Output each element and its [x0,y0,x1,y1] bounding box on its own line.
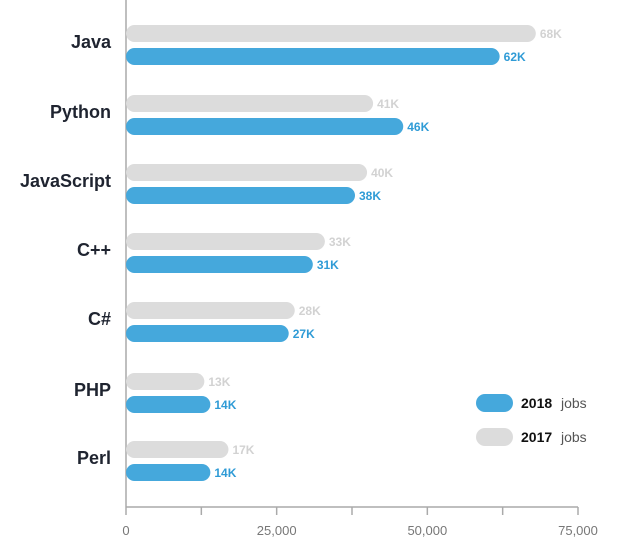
x-tick-label: 50,000 [407,523,447,538]
legend-year: 2018 [521,395,552,411]
value-label-2018: 27K [293,327,315,341]
bar-2018 [126,256,313,273]
bar-2017 [126,233,325,250]
value-label-2018: 14K [214,398,236,412]
bar-2017 [126,373,205,390]
x-tick-label: 25,000 [257,523,297,538]
bar-2018 [126,48,500,65]
legend-swatch-2017 [476,428,513,446]
value-label-2017: 28K [299,304,321,318]
value-label-2017: 17K [232,443,254,457]
bar-2017 [126,25,536,42]
bar-2018 [126,396,211,413]
value-label-2018: 46K [407,120,429,134]
category-label: Python [50,102,111,122]
bar-2018 [126,464,211,481]
category-label: PHP [74,380,111,400]
bar-2017 [126,164,368,181]
legend-swatch-2018 [476,394,513,412]
value-label-2018: 14K [214,466,236,480]
category-label: JavaScript [20,171,111,191]
bar-2018 [126,325,289,342]
category-label: Java [71,32,112,52]
category-label: Perl [77,448,111,468]
value-label-2017: 68K [540,27,562,41]
legend-suffix: jobs [560,395,587,411]
value-label-2017: 41K [377,97,399,111]
value-label-2018: 31K [317,258,339,272]
value-label-2018: 62K [504,50,526,64]
value-label-2017: 40K [371,166,393,180]
category-label: C# [88,309,111,329]
value-label-2017: 13K [208,375,230,389]
category-label: C++ [77,240,111,260]
bar-2017 [126,95,374,112]
bar-2018 [126,187,356,204]
value-label-2017: 33K [329,235,351,249]
bar-2017 [126,441,229,458]
legend-year: 2017 [521,429,552,445]
x-tick-label: 75,000 [558,523,598,538]
bar-2018 [126,118,404,135]
legend-suffix: jobs [560,429,587,445]
x-tick-label: 0 [122,523,129,538]
value-label-2018: 38K [359,189,381,203]
bar-2017 [126,302,295,319]
